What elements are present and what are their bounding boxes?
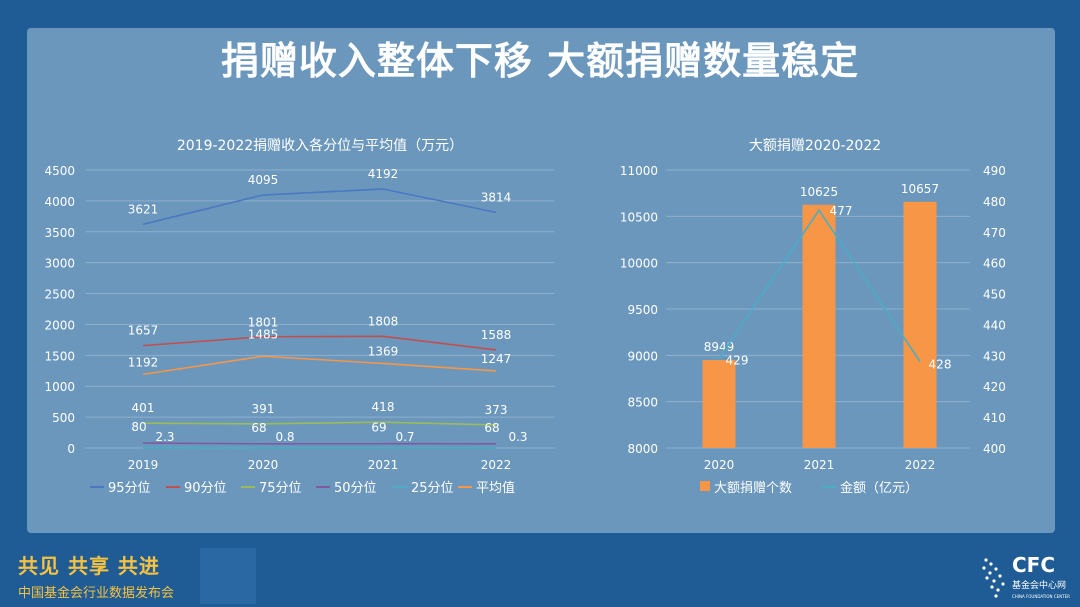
bar-label: 10657 (901, 182, 939, 196)
y2-tick-label: 440 (983, 318, 1006, 332)
series-line (142, 355, 497, 376)
x-tick-label: 2019 (128, 458, 159, 472)
data-label: 3814 (481, 190, 512, 204)
series-line (142, 442, 497, 445)
y2-tick-label: 430 (983, 349, 1006, 363)
y-tick-label: 1500 (44, 349, 75, 363)
y-tick-label: 2000 (44, 318, 75, 332)
data-label: 0.3 (508, 430, 527, 444)
data-label: 68 (251, 421, 266, 435)
x-tick-label: 2020 (248, 458, 279, 472)
series-line (142, 421, 497, 426)
legend-label: 平均值 (476, 480, 515, 496)
data-label: 1369 (368, 344, 399, 358)
y-tick-label: 500 (52, 411, 75, 425)
data-label: 1808 (368, 314, 399, 328)
legend-swatch (700, 481, 710, 491)
content-panel (27, 28, 1055, 533)
y-tick-label: 3000 (44, 257, 75, 271)
x-tick-label: 2022 (481, 458, 512, 472)
page-title: 捐赠收入整体下移 大额捐赠数量稳定 (220, 39, 860, 83)
y2-tick-label: 450 (983, 288, 1006, 302)
data-label: 2.3 (155, 430, 174, 444)
y-tick-label: 2500 (44, 288, 75, 302)
data-label: 0.7 (395, 430, 414, 444)
bar-label: 10625 (800, 185, 838, 199)
bar (802, 204, 836, 448)
y2-tick-label: 420 (983, 380, 1006, 394)
data-label: 68 (484, 421, 499, 435)
y2-tick-label: 490 (983, 164, 1006, 178)
bar (702, 360, 736, 448)
data-label: 80 (131, 420, 146, 434)
y-tick-label: 9000 (627, 349, 658, 363)
y-tick-label: 3500 (44, 226, 75, 240)
y2-tick-label: 480 (983, 195, 1006, 209)
series-line (718, 208, 921, 362)
series-line (142, 335, 497, 351)
data-label: 373 (485, 403, 508, 417)
data-label: 1247 (481, 352, 512, 366)
legend-label: 金额（亿元） (840, 480, 918, 496)
line-label: 429 (726, 353, 749, 367)
data-label: 4095 (248, 173, 279, 187)
y-tick-label: 10500 (620, 210, 658, 224)
y2-tick-label: 460 (983, 257, 1006, 271)
y2-tick-label: 410 (983, 411, 1006, 425)
y-tick-label: 1000 (44, 380, 75, 394)
y-tick-label: 8500 (627, 396, 658, 410)
logo-sub: 基金会中心网 (1012, 579, 1066, 591)
bar (903, 201, 937, 448)
data-label: 4192 (368, 167, 399, 181)
data-label: 1657 (128, 324, 159, 338)
y-tick-label: 9500 (627, 303, 658, 317)
data-label: 1588 (481, 328, 512, 342)
data-label: 3621 (128, 202, 159, 216)
legend-label: 25分位 (411, 481, 454, 496)
legend-label: 50分位 (334, 481, 377, 496)
x-tick-label: 2020 (704, 458, 735, 472)
y-tick-label: 10000 (620, 257, 658, 271)
y-tick-label: 4000 (44, 195, 75, 209)
footer-subtitle: 中国基金会行业数据发布会 (18, 586, 175, 601)
data-label: 391 (252, 402, 275, 416)
y-tick-label: 0 (67, 442, 75, 456)
footer-block (200, 548, 256, 604)
data-label: 1192 (128, 355, 159, 369)
data-label: 418 (372, 400, 395, 414)
data-label: 401 (132, 401, 155, 415)
logo-text: CFC (1012, 553, 1055, 577)
y-tick-label: 4500 (44, 164, 75, 178)
y-tick-label: 8000 (627, 442, 658, 456)
series-line (142, 188, 497, 226)
cfc-logo: CFC 基金会中心网 CHINA FOUNDATION CENTER (982, 553, 1070, 599)
data-label: 1485 (248, 327, 279, 341)
legend-label: 大额捐赠个数 (714, 481, 792, 496)
line-label: 477 (830, 204, 853, 218)
data-label: 0.8 (275, 430, 294, 444)
x-tick-label: 2022 (905, 458, 936, 472)
legend-label: 75分位 (259, 481, 302, 496)
line-label: 428 (929, 358, 952, 372)
chart1-title: 2019-2022捐赠收入各分位与平均值（万元） (177, 138, 463, 154)
y-tick-label: 11000 (620, 164, 658, 178)
legend-label: 90分位 (184, 481, 227, 496)
data-label: 69 (371, 421, 386, 435)
x-tick-label: 2021 (368, 458, 399, 472)
slogan: 共见 共享 共进 (18, 554, 160, 578)
y2-tick-label: 400 (983, 442, 1006, 456)
chart2-title: 大额捐赠2020-2022 (749, 138, 881, 154)
x-tick-label: 2021 (804, 458, 835, 472)
bar-label: 8949 (704, 340, 735, 354)
data-label: 1801 (248, 316, 279, 330)
legend-label: 95分位 (108, 481, 151, 496)
logo-en: CHINA FOUNDATION CENTER (1012, 594, 1070, 599)
y2-tick-label: 470 (983, 226, 1006, 240)
